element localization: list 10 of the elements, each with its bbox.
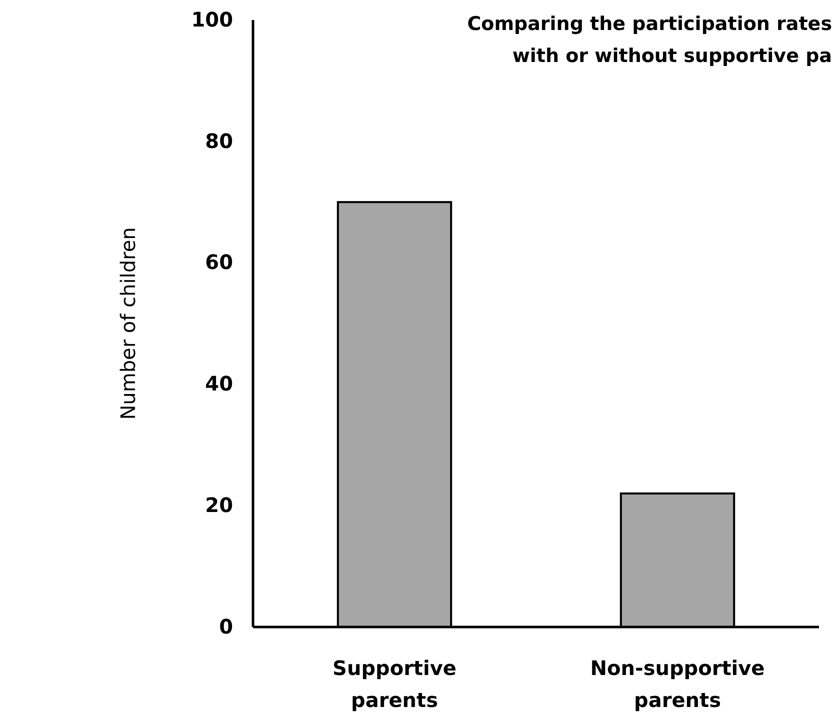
text: Comparing the participation rates with or without supportive pa	[467, 13, 832, 67]
y-tick-label: 40	[205, 372, 233, 396]
y-tick-label: 60	[205, 250, 233, 274]
y-tick-label: 80	[205, 128, 233, 153]
y-tick-label: 20	[205, 493, 233, 517]
y-axis-title: Number of children	[116, 227, 140, 420]
x-tick-label: Supportive parents	[332, 656, 456, 712]
y-tick-label: 0	[219, 614, 233, 638]
x-tick-label: Non-supportive parents	[590, 656, 765, 712]
y-tick-label: 100	[191, 7, 233, 32]
